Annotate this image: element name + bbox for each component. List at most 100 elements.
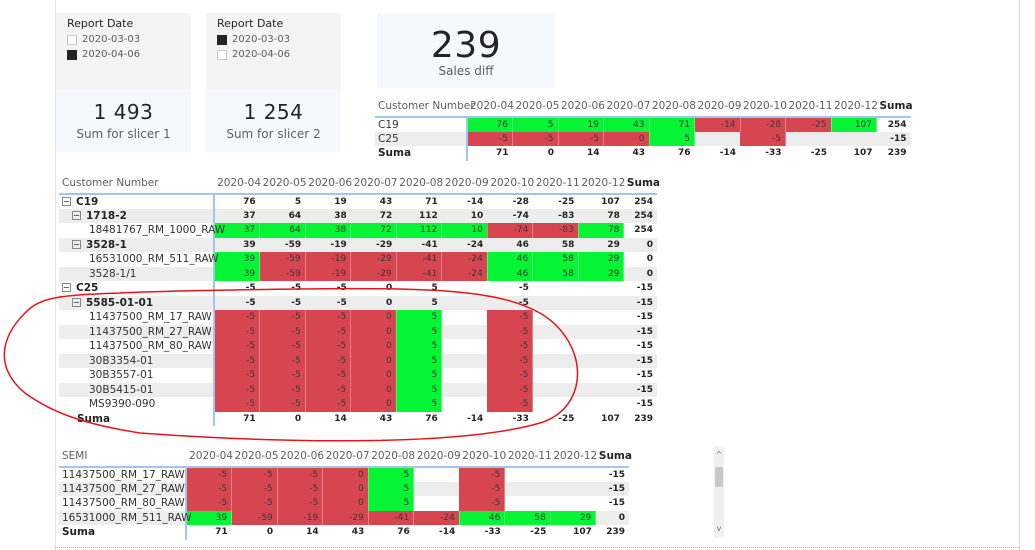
row-label[interactable]: C25 [375, 131, 468, 146]
value-cell[interactable]: 107 [601, 196, 620, 207]
value-cell[interactable]: 29 [578, 252, 625, 267]
value-cell[interactable] [441, 295, 488, 310]
value-cell[interactable]: 5 [396, 310, 443, 325]
row-total-cell[interactable]: 254 [634, 196, 653, 207]
column-header-2020-12[interactable]: 2020-12 [834, 99, 878, 112]
column-header-2020-11[interactable]: 2020-11 [788, 99, 833, 112]
value-cell[interactable]: 0 [385, 283, 393, 294]
value-cell[interactable]: 0 [350, 353, 397, 368]
value-cell[interactable]: 5 [294, 196, 302, 207]
row-label[interactable]: 18481767_RM_1000_RAW [59, 223, 225, 238]
value-cell[interactable]: 5 [396, 353, 443, 368]
column-header-2020-07[interactable]: 2020-07 [325, 449, 370, 462]
value-cell[interactable]: -5 [487, 397, 534, 412]
value-cell[interactable]: 29 [550, 510, 597, 525]
row-header[interactable]: SEMI [62, 449, 88, 462]
column-header-2020-06[interactable]: 2020-06 [561, 99, 605, 112]
value-cell[interactable]: -83 [532, 208, 579, 223]
row-label[interactable]: MS9390-090 [59, 397, 216, 412]
value-cell[interactable]: 5 [649, 131, 695, 146]
value-cell[interactable]: -5 [487, 339, 534, 354]
value-cell[interactable]: -5 [305, 295, 351, 310]
value-cell[interactable] [785, 131, 831, 146]
value-cell[interactable]: -5 [487, 368, 534, 383]
value-cell[interactable]: -14 [467, 196, 484, 207]
total-cell[interactable]: -25 [810, 148, 827, 159]
value-cell[interactable]: 39 [214, 266, 261, 281]
value-cell[interactable]: -5 [305, 353, 352, 368]
column-header-2020-08[interactable]: 2020-08 [371, 449, 416, 462]
total-cell[interactable]: 14 [586, 148, 600, 159]
value-cell[interactable] [442, 281, 488, 296]
value-cell[interactable]: 0 [322, 467, 369, 482]
grand-total-cell[interactable]: 239 [634, 413, 653, 424]
semi-matrix-scrollbar[interactable]: ^ v [714, 447, 724, 537]
value-cell[interactable] [550, 496, 596, 511]
value-cell[interactable]: -25 [558, 196, 575, 207]
slicer-option[interactable]: 2020-03-03 [217, 32, 330, 47]
column-header-2020-07[interactable]: 2020-07 [353, 176, 398, 189]
total-cell[interactable]: 71 [495, 148, 509, 159]
value-cell[interactable]: -5 [305, 382, 352, 397]
row-label[interactable]: 1718-2 [59, 208, 216, 223]
value-cell[interactable]: -5 [186, 467, 233, 482]
value-cell[interactable]: -5 [259, 324, 306, 339]
value-cell[interactable]: 29 [578, 266, 625, 281]
value-cell[interactable]: -59 [231, 510, 278, 525]
value-cell[interactable]: 5 [396, 339, 443, 354]
collapse-toggle-icon[interactable] [72, 297, 81, 307]
grand-total-cell[interactable]: 239 [606, 527, 625, 538]
total-cell[interactable]: 14 [334, 413, 347, 424]
value-cell[interactable]: 10 [441, 208, 488, 223]
row-total-cell[interactable]: -15 [608, 498, 625, 509]
value-cell[interactable]: 5 [396, 324, 443, 339]
value-cell[interactable]: 0 [350, 397, 397, 412]
value-cell[interactable]: -74 [487, 208, 533, 223]
value-cell[interactable]: -41 [396, 252, 443, 267]
column-header-2020-07[interactable]: 2020-07 [606, 99, 651, 112]
total-cell[interactable]: 107 [601, 413, 620, 424]
value-cell[interactable] [533, 339, 579, 354]
scroll-thumb[interactable] [715, 467, 723, 487]
row-total-cell[interactable]: -15 [623, 324, 657, 339]
column-header-total[interactable]: Suma [626, 176, 660, 189]
value-cell[interactable] [578, 353, 624, 368]
collapse-toggle-icon[interactable] [62, 196, 71, 206]
grand-total-cell[interactable]: 239 [887, 148, 907, 159]
value-cell[interactable]: 10 [441, 223, 488, 238]
total-cell[interactable]: 43 [379, 413, 393, 424]
value-cell[interactable]: 5 [431, 283, 438, 294]
value-cell[interactable]: 71 [649, 117, 695, 132]
value-cell[interactable]: 71 [425, 196, 438, 207]
value-cell[interactable]: -5 [214, 353, 261, 368]
column-header-2020-04[interactable]: 2020-04 [217, 176, 261, 189]
row-total-cell[interactable]: 0 [623, 237, 657, 252]
value-cell[interactable]: -5 [259, 397, 306, 412]
value-cell[interactable]: -19 [305, 252, 352, 267]
value-cell[interactable] [505, 496, 551, 511]
row-label[interactable]: 11437500_RM_27_RAW [59, 324, 216, 339]
value-cell[interactable]: -5 [259, 310, 306, 325]
scroll-down-icon[interactable]: v [716, 524, 722, 533]
value-cell[interactable] [578, 382, 624, 397]
value-cell[interactable] [532, 324, 579, 339]
value-cell[interactable]: 46 [487, 237, 533, 252]
row-total-cell[interactable]: -15 [623, 382, 657, 397]
value-cell[interactable]: 29 [578, 237, 624, 252]
value-cell[interactable]: 107 [831, 117, 877, 132]
value-cell[interactable]: -5 [512, 131, 559, 146]
value-cell[interactable]: 0 [350, 339, 397, 354]
value-cell[interactable]: -5 [231, 496, 278, 511]
column-header-2020-05[interactable]: 2020-05 [262, 176, 307, 189]
value-cell[interactable]: -5 [487, 324, 534, 339]
row-total-cell[interactable]: 0 [646, 254, 653, 265]
column-header-2020-06[interactable]: 2020-06 [280, 449, 325, 462]
value-cell[interactable]: -5 [305, 324, 352, 339]
value-cell[interactable] [694, 131, 740, 146]
row-label[interactable]: 30B3354-01 [59, 353, 216, 368]
value-cell[interactable]: -28 [740, 117, 786, 132]
column-header-2020-05[interactable]: 2020-05 [234, 449, 279, 462]
row-total-cell[interactable]: 0 [595, 510, 629, 525]
total-cell[interactable]: -14 [719, 148, 736, 159]
value-cell[interactable]: -83 [532, 223, 579, 238]
